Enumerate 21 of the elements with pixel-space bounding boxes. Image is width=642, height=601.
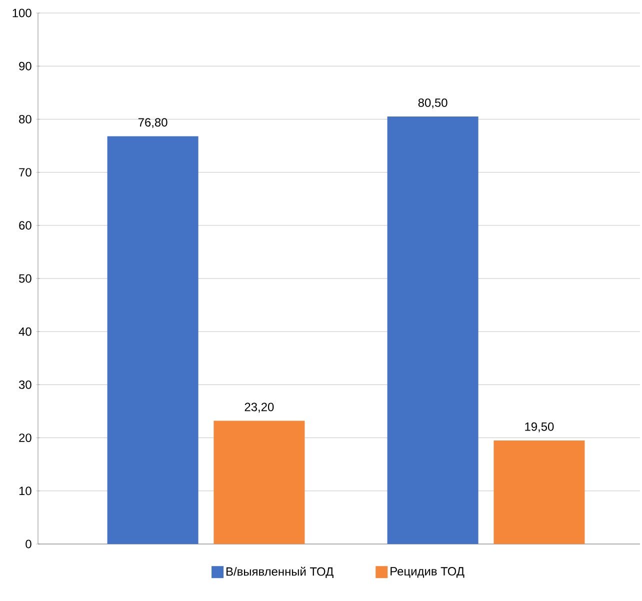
data-label: 19,50 [525,422,554,432]
y-tick-label: 20 [19,434,32,442]
y-tick-label: 10 [19,486,32,496]
y-tick-label: 50 [19,274,32,283]
bar [107,136,198,544]
bar [494,440,585,544]
y-tick-label: 40 [18,327,32,336]
data-label: 80,50 [418,98,448,108]
bar [387,116,478,544]
y-tick-label: 0 [26,540,32,548]
legend-label: Рецидив ТОД [390,567,464,578]
y-tick-label: 90 [19,62,32,70]
data-label: 23,20 [244,402,274,413]
y-tick-label: 70 [19,168,32,177]
y-tick-label: 60 [19,221,32,230]
bar [214,420,305,544]
y-tick-label: 100 [12,8,32,18]
legend-label: В/выявленный ТОД [226,566,334,578]
data-label: 76,80 [138,118,168,128]
y-tick-label: 80 [19,114,32,124]
y-tick-label: 30 [18,380,32,389]
